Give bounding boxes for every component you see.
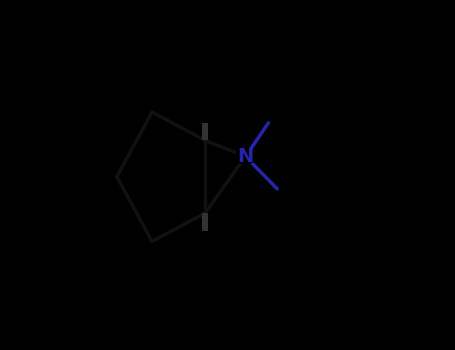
Bar xyxy=(202,123,208,140)
Text: N: N xyxy=(238,147,253,166)
Bar xyxy=(202,213,208,231)
Circle shape xyxy=(236,149,255,164)
